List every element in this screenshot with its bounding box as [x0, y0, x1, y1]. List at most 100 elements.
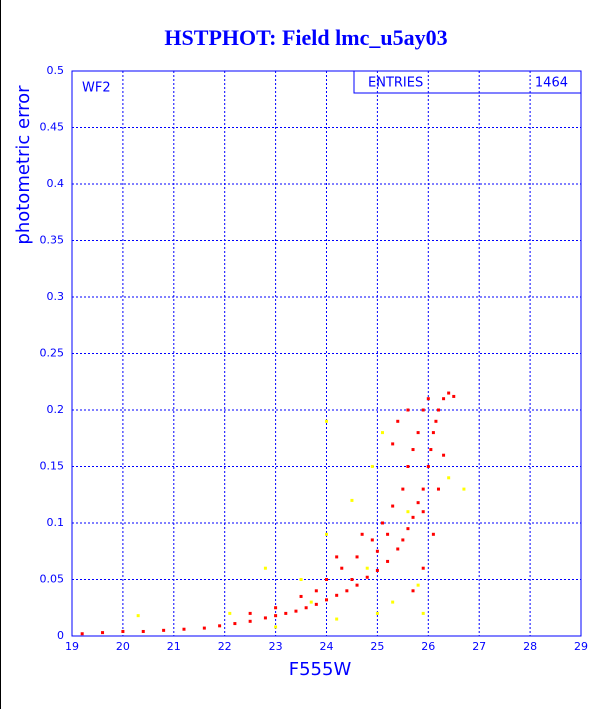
stats-value: 1464 — [535, 76, 568, 91]
y-tick-label: 0.05 — [40, 573, 65, 586]
point — [375, 568, 379, 572]
point — [370, 538, 374, 542]
panel-label: WF2 — [82, 81, 111, 96]
point — [202, 626, 206, 630]
point — [162, 628, 166, 632]
point — [345, 589, 349, 593]
point — [375, 549, 379, 553]
point — [416, 583, 420, 587]
point — [411, 515, 415, 519]
point — [101, 631, 105, 635]
point — [426, 397, 430, 401]
point — [248, 611, 252, 615]
point — [447, 391, 451, 395]
point — [335, 593, 339, 597]
point — [325, 419, 328, 423]
x-tick-label: 21 — [167, 640, 181, 653]
point — [284, 611, 288, 615]
point — [228, 611, 232, 615]
point — [447, 476, 451, 480]
y-tick-label: 0.2 — [47, 403, 65, 416]
point — [442, 397, 446, 401]
point — [365, 566, 369, 570]
point — [294, 609, 298, 613]
y-tick-label: 0.15 — [40, 460, 65, 473]
y-tick-label: 0.25 — [40, 347, 65, 360]
x-tick-label: 23 — [269, 640, 283, 653]
point — [355, 583, 359, 587]
y-tick-label: 0.3 — [47, 290, 65, 303]
point — [386, 532, 390, 536]
point — [421, 566, 425, 570]
point — [340, 566, 344, 570]
point — [370, 465, 374, 468]
point — [274, 614, 278, 618]
point — [299, 594, 303, 598]
point — [416, 501, 420, 505]
point — [380, 431, 384, 435]
point — [396, 547, 400, 551]
point — [436, 487, 440, 491]
point — [80, 632, 84, 636]
chart-title: HSTPHOT: Field lmc_u5ay03 — [164, 25, 447, 50]
point — [431, 431, 435, 435]
x-tick-label: 22 — [218, 640, 232, 653]
point — [426, 465, 430, 468]
point — [263, 566, 267, 570]
point — [274, 625, 278, 629]
point — [141, 629, 145, 633]
point — [304, 606, 308, 610]
point — [360, 532, 364, 536]
x-tick-label: 29 — [574, 640, 588, 653]
y-tick-label: 0.45 — [40, 121, 65, 134]
point — [401, 538, 405, 542]
point — [406, 465, 410, 468]
y-tick-label: 0.5 — [47, 64, 65, 77]
point — [325, 578, 328, 581]
point — [274, 606, 278, 610]
point — [380, 521, 384, 525]
point — [421, 611, 425, 615]
stats-box — [353, 70, 582, 94]
x-tick-label: 28 — [523, 640, 537, 653]
point — [442, 453, 446, 457]
x-tick-label: 26 — [421, 640, 435, 653]
x-axis-label: F555W — [289, 659, 352, 680]
point — [136, 614, 140, 618]
x-tick-label: 27 — [472, 640, 486, 653]
point — [391, 442, 395, 446]
point — [396, 419, 400, 423]
point — [401, 487, 405, 491]
point — [325, 532, 328, 536]
point — [421, 510, 425, 514]
point — [406, 408, 410, 412]
point — [350, 578, 354, 581]
x-tick-label: 25 — [370, 640, 384, 653]
stats-label: ENTRIES — [368, 76, 423, 91]
point — [436, 408, 440, 412]
point — [462, 487, 466, 491]
point — [434, 419, 438, 423]
point — [406, 527, 410, 531]
point — [350, 498, 354, 502]
point — [314, 602, 318, 606]
y-tick-label: 0.35 — [40, 234, 65, 247]
point — [218, 624, 222, 628]
point — [406, 510, 410, 514]
y-axis-label: photometric error — [13, 85, 34, 245]
point — [452, 394, 456, 398]
point — [365, 575, 369, 579]
point — [386, 559, 390, 563]
point — [314, 589, 318, 593]
point — [355, 555, 359, 559]
point — [233, 622, 237, 626]
y-tick-label: 0 — [57, 629, 64, 642]
point — [309, 600, 313, 604]
point — [335, 617, 339, 621]
point — [429, 448, 433, 452]
point — [391, 504, 395, 508]
point — [335, 555, 339, 559]
point — [121, 629, 125, 633]
point — [431, 532, 435, 536]
